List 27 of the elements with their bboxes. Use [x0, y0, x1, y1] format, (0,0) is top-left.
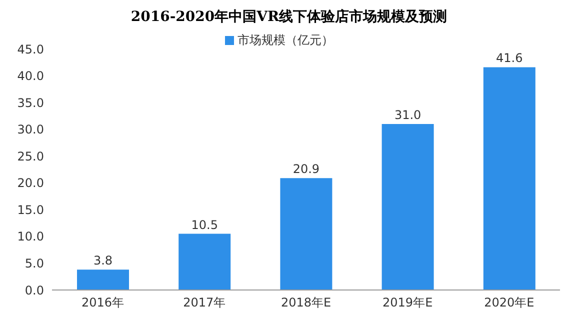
data-label: 10.5 — [191, 218, 218, 232]
y-tick-label: 30.0 — [17, 122, 44, 137]
x-tick-label: 2020年E — [484, 296, 534, 310]
data-label: 20.9 — [292, 162, 320, 176]
bar — [77, 270, 129, 290]
x-tick-label: 2016年 — [82, 296, 124, 310]
y-tick-label: 15.0 — [17, 202, 44, 217]
y-tick-label: 20.0 — [17, 176, 44, 190]
y-tick-label: 25.0 — [17, 149, 44, 164]
y-tick-label: 45.0 — [17, 42, 44, 56]
x-tick-label: 2018年E — [280, 296, 332, 310]
x-tick-label: 2017年 — [183, 296, 226, 310]
legend-label: 市场规模（亿元） — [238, 33, 334, 47]
bar — [280, 178, 332, 290]
data-label: 3.8 — [93, 254, 113, 268]
bar — [483, 67, 536, 290]
y-tick-label: 5.0 — [24, 256, 44, 270]
data-label: 31.0 — [394, 108, 422, 122]
y-tick-label: 35.0 — [17, 96, 44, 110]
chart-title: 2016-2020年中国VR线下体验店市场规模及预测 — [130, 8, 448, 26]
y-tick-label: 40.0 — [17, 69, 44, 84]
data-label: 41.6 — [496, 51, 523, 66]
y-tick-label: 10.0 — [17, 230, 44, 244]
bar — [382, 124, 434, 290]
bar — [178, 234, 231, 290]
x-tick-label: 2019年E — [382, 296, 433, 310]
y-tick-label: 0.0 — [24, 283, 44, 298]
